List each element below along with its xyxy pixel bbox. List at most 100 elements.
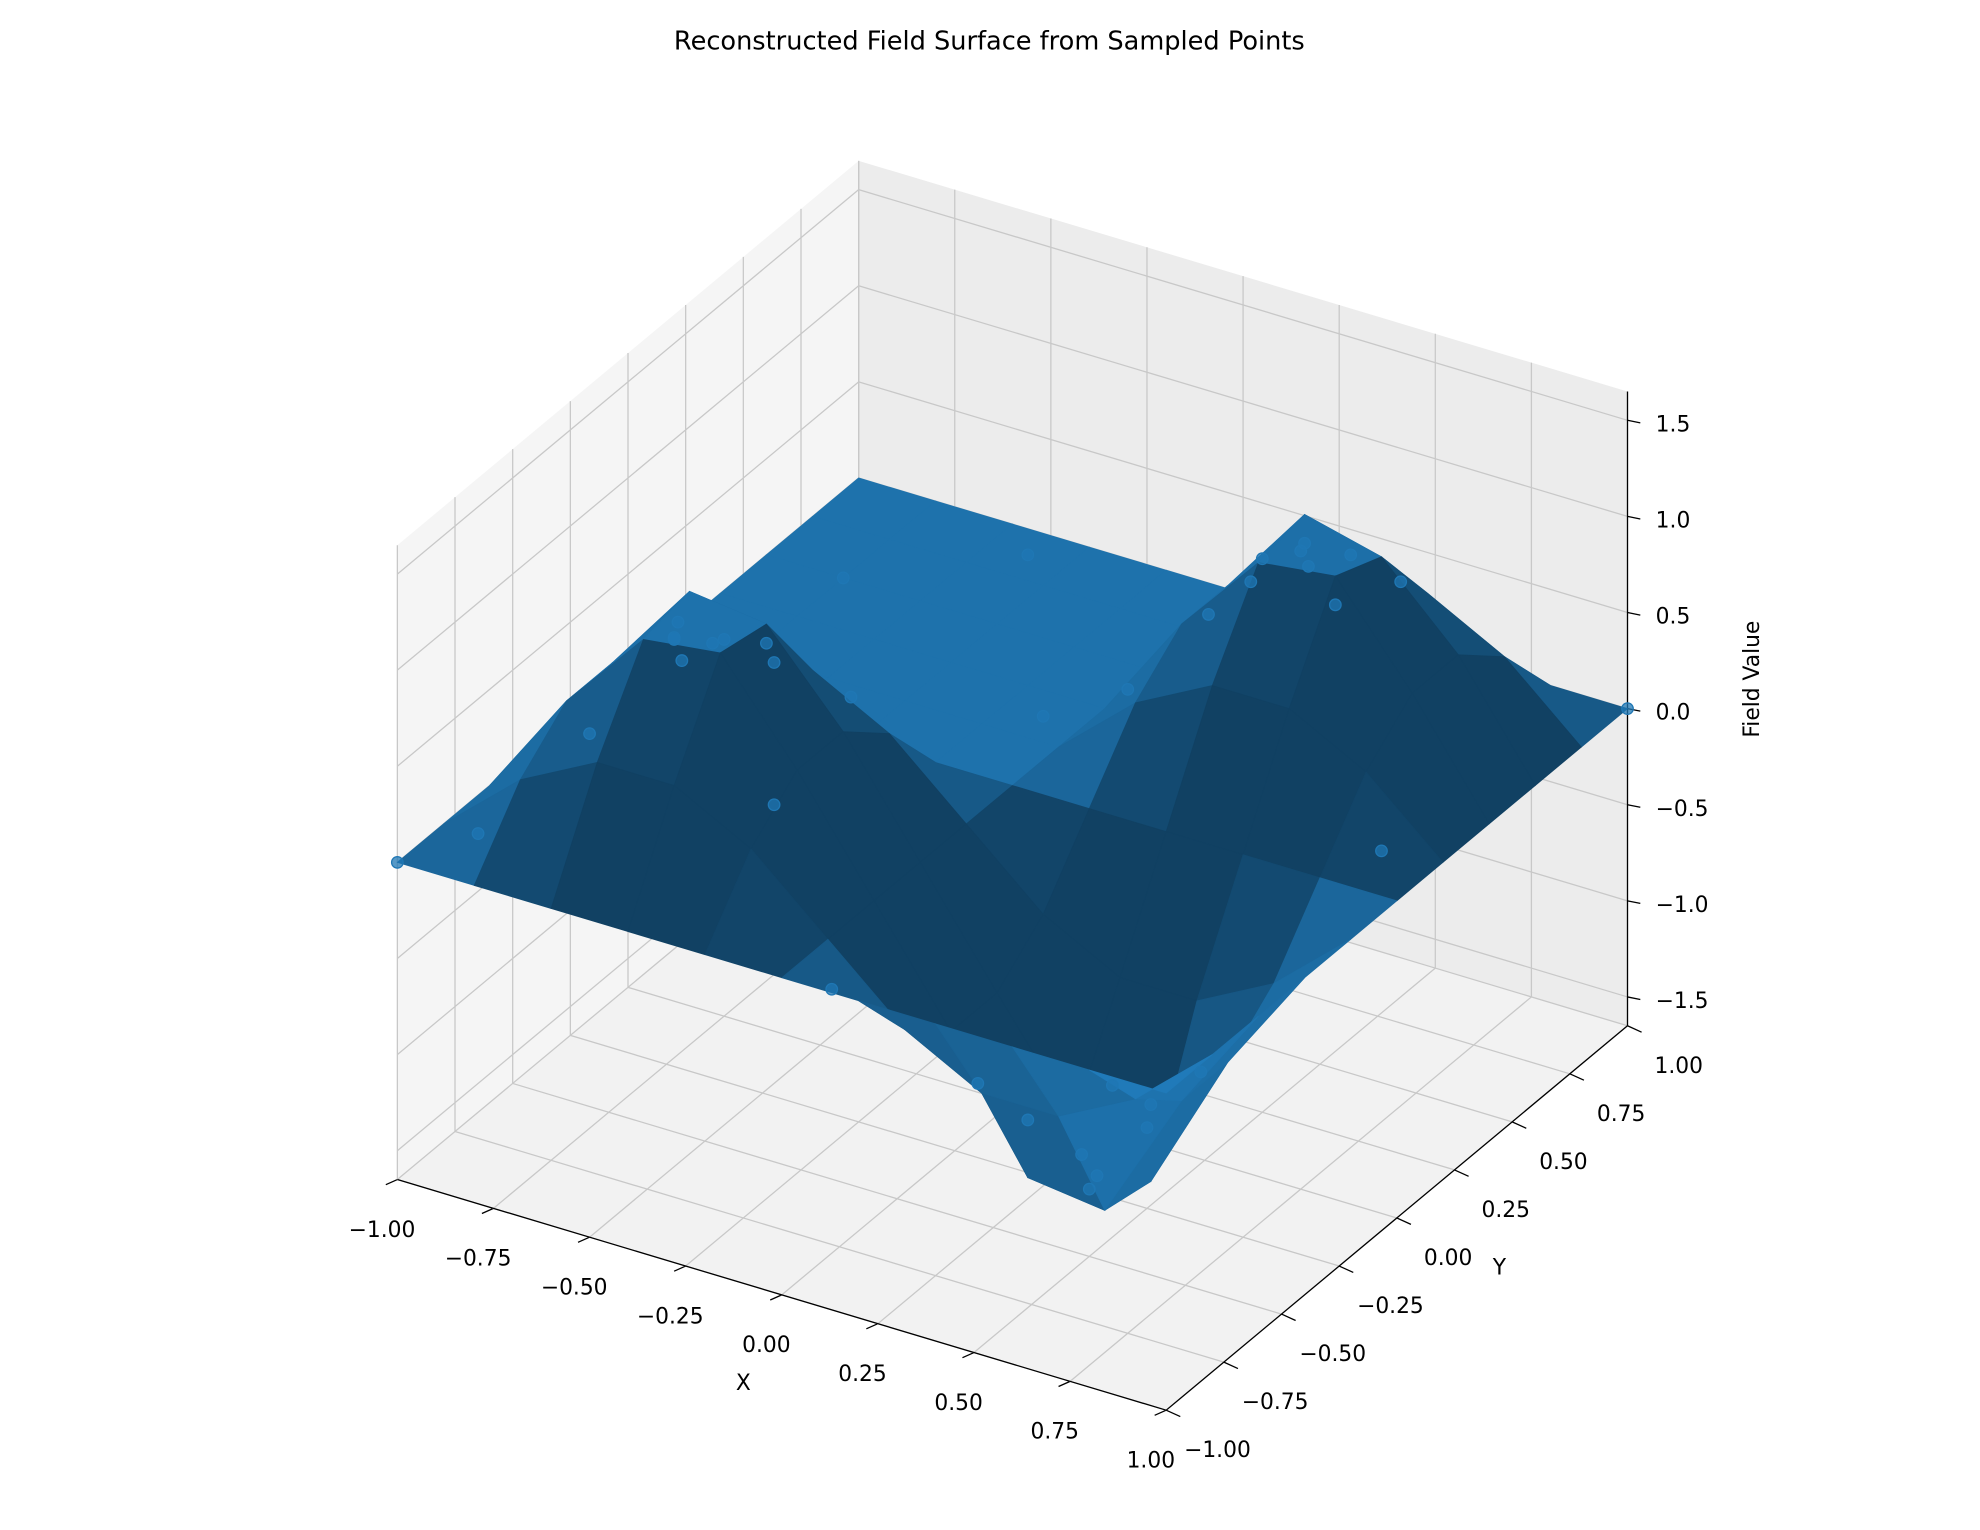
sample-point (1021, 1113, 1035, 1127)
sample-point (1255, 552, 1269, 566)
y-tick-label: −0.25 (1357, 1294, 1424, 1319)
grid-line (396, 381, 860, 767)
tick-mark (385, 1178, 398, 1186)
sample-point (759, 636, 773, 650)
tick-mark (1627, 1025, 1642, 1033)
sample-point (1021, 548, 1035, 562)
sample-point (1105, 1078, 1119, 1092)
sample-point (1194, 1065, 1208, 1079)
y-tick-label: −0.50 (1299, 1342, 1366, 1367)
tick-mark (577, 1236, 590, 1243)
tick-mark (1511, 1121, 1527, 1129)
x-axis-label: X (736, 1371, 751, 1396)
sample-point (583, 727, 596, 741)
sample-point (706, 636, 719, 650)
sample-point (836, 571, 850, 585)
tick-mark (1338, 1265, 1354, 1274)
sample-point (1394, 575, 1408, 589)
grid-line (858, 285, 1628, 518)
sample-point (1121, 682, 1135, 696)
tick-mark (673, 1265, 686, 1272)
tick-mark (962, 1351, 975, 1359)
x-tick-label: −0.25 (637, 1304, 704, 1329)
tick-mark (1569, 1073, 1585, 1081)
sample-point (390, 855, 404, 869)
tick-mark (1058, 1380, 1071, 1388)
chart-title: Reconstructed Field Surface from Sampled… (674, 26, 1305, 56)
sample-point (1090, 1169, 1104, 1183)
x-tick-label: 0.25 (838, 1362, 886, 1387)
y-axis-line (1165, 1025, 1628, 1411)
tick-mark (1627, 804, 1641, 808)
tick-mark (1396, 1217, 1412, 1225)
sample-point (471, 827, 485, 840)
z-tick-label: −1.0 (1656, 893, 1709, 918)
x-tick-label: 0.50 (934, 1391, 982, 1416)
sample-point (1244, 575, 1258, 589)
sample-point (1344, 548, 1358, 562)
sample-point (1036, 709, 1050, 723)
tick-mark (1627, 996, 1641, 1001)
sample-point (671, 615, 685, 629)
z-axis-label: Field Value (1740, 621, 1765, 738)
grid-line (858, 381, 1628, 614)
tick-mark (481, 1207, 494, 1215)
sample-point (1202, 608, 1215, 621)
tick-mark (1627, 515, 1641, 520)
x-tick-label: −1.00 (349, 1218, 416, 1243)
grid-line (570, 1034, 1340, 1267)
z-tick-label: −0.5 (1656, 797, 1709, 822)
sample-point (767, 798, 781, 812)
y-tick-label: 0.25 (1482, 1198, 1530, 1223)
grid-line (454, 1130, 1225, 1363)
grid-line (396, 285, 860, 671)
tick-mark (866, 1323, 879, 1330)
y-axis-label: Y (1492, 1256, 1507, 1281)
tick-mark (1223, 1361, 1239, 1370)
z-tick-label: 0.5 (1656, 605, 1691, 630)
x-tick-label: 1.00 (1127, 1448, 1175, 1473)
x-tick-label: 0.00 (742, 1333, 790, 1358)
y-tick-label: −1.00 (1184, 1438, 1251, 1463)
sample-point (1144, 1098, 1158, 1111)
y-tick-label: 0.50 (1539, 1150, 1587, 1175)
z-tick-label: −1.5 (1656, 989, 1709, 1014)
tick-mark (1281, 1313, 1296, 1322)
z-tick-label: 0.0 (1656, 701, 1691, 726)
x-axis-line (397, 1178, 1167, 1411)
tick-mark (769, 1294, 783, 1301)
tick-mark (1627, 611, 1641, 616)
sample-point (667, 631, 681, 644)
x-tick-label: 0.75 (1030, 1420, 1078, 1445)
sample-point (767, 656, 781, 669)
sample-point (1140, 1121, 1154, 1135)
sample-point (1302, 559, 1315, 573)
tick-mark (1154, 1409, 1167, 1416)
y-tick-label: 1.00 (1655, 1054, 1703, 1079)
sample-point (971, 1077, 985, 1090)
z-tick-label: 1.5 (1656, 412, 1691, 437)
grid-line (396, 189, 860, 575)
sample-point (1621, 702, 1634, 716)
sample-point (717, 633, 731, 646)
grid-line (512, 1082, 1282, 1315)
x-tick-label: −0.75 (445, 1247, 512, 1272)
tick-mark (1627, 900, 1641, 905)
sample-point (825, 982, 839, 996)
sample-point (1082, 1182, 1096, 1196)
y-tick-label: 0.00 (1424, 1246, 1472, 1271)
tick-mark (1627, 419, 1641, 424)
y-tick-label: 0.75 (1597, 1102, 1645, 1127)
y-tick-label: −0.75 (1242, 1390, 1309, 1415)
z-tick-label: 1.0 (1656, 509, 1691, 534)
sample-point (1375, 844, 1388, 858)
sample-point (844, 690, 858, 704)
tick-mark (1165, 1409, 1181, 1418)
sample-point (1328, 598, 1342, 612)
sample-point (675, 654, 689, 667)
sample-point (1298, 536, 1311, 550)
x-tick-label: −0.50 (541, 1275, 608, 1300)
